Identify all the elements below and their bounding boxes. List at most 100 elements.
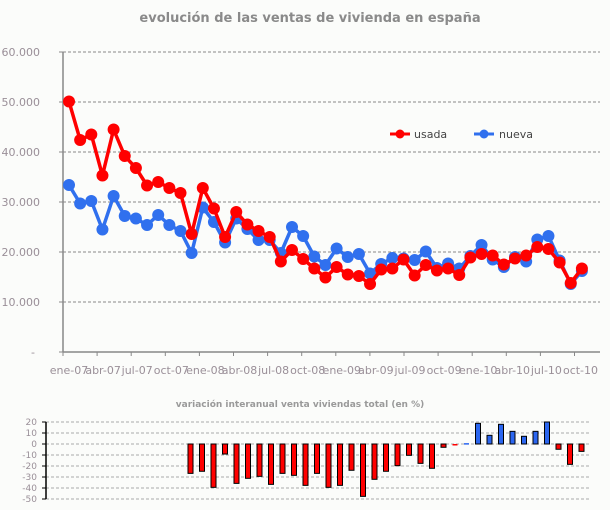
x-tick-label: oct-08 (290, 364, 325, 377)
y-tick-label: 40.000 (2, 146, 41, 159)
data-point-usada (207, 202, 220, 215)
bar-chart-title: variación interanual venta viviendas tot… (176, 399, 424, 410)
x-tick-label: ene-10 (459, 364, 497, 377)
x-tick-label: abr-10 (495, 364, 531, 377)
bar (360, 443, 366, 497)
y-tick-label: 10.000 (2, 296, 41, 309)
data-point-usada (96, 169, 109, 182)
data-point-usada (252, 225, 265, 237)
legend-label-nueva: nueva (499, 128, 533, 141)
data-point-usada (575, 262, 588, 275)
y-tick-label: 60.000 (2, 46, 41, 59)
y-tick-label: 20.000 (2, 246, 41, 259)
data-point-nueva (419, 245, 432, 258)
bar (279, 443, 286, 474)
bar (452, 444, 458, 446)
data-point-nueva (85, 195, 98, 207)
data-point-usada (341, 268, 354, 281)
data-point-nueva (330, 242, 343, 255)
legend-marker-nueva (479, 129, 489, 139)
x-tick-label: abr-09 (358, 364, 394, 377)
bar (521, 435, 527, 445)
data-point-usada (174, 187, 187, 199)
legend-marker-usada (395, 129, 405, 139)
data-point-nueva (297, 230, 310, 242)
data-point-nueva (308, 250, 321, 263)
data-point-usada (152, 176, 165, 188)
data-point-usada (319, 271, 332, 284)
legend-item-nueva: nueva (474, 128, 533, 141)
data-point-nueva (174, 225, 187, 237)
y-tick-label: 30.000 (2, 196, 41, 209)
data-point-usada (497, 258, 510, 271)
data-point-nueva (475, 239, 488, 251)
bar (325, 443, 332, 488)
bar (268, 443, 274, 485)
x-tick-label: ene-09 (323, 364, 361, 377)
bar (222, 443, 228, 455)
x-tick-label: ene-08 (186, 364, 224, 377)
data-point-usada (553, 256, 566, 269)
data-point-usada (330, 261, 343, 273)
bar (337, 443, 343, 486)
data-point-usada (163, 182, 176, 194)
data-point-usada (241, 218, 254, 231)
data-point-usada (419, 259, 432, 271)
bar (498, 423, 504, 445)
bar (348, 443, 355, 471)
data-point-nueva (96, 223, 109, 236)
bar-y-tick-label: -20 (22, 462, 37, 472)
data-point-usada (196, 182, 209, 194)
data-point-usada (397, 253, 410, 266)
data-point-usada (263, 231, 276, 243)
x-tick-label: oct-10 (563, 364, 598, 377)
data-point-nueva (107, 190, 120, 202)
x-tick-label: jul-09 (393, 364, 425, 377)
data-point-usada (475, 248, 488, 260)
data-point-usada (141, 179, 154, 192)
data-point-usada (430, 264, 443, 277)
bar (187, 443, 194, 474)
bar-y-tick-label: -50 (22, 495, 37, 505)
x-tick-label: jul-08 (257, 364, 289, 377)
data-point-usada (520, 249, 533, 262)
bar (464, 443, 469, 445)
main-chart-title: evolución de las ventas de vivienda en e… (139, 11, 480, 26)
data-point-usada (297, 253, 310, 265)
bar (302, 443, 309, 486)
data-point-nueva (141, 219, 154, 231)
bar-series (187, 421, 585, 497)
data-point-nueva (163, 219, 176, 231)
bar-y-tick-label: -30 (22, 473, 37, 483)
data-point-usada (408, 269, 421, 282)
bar-y-tick-label: 10 (26, 429, 38, 439)
data-point-usada (286, 244, 298, 256)
data-point-nueva (352, 248, 365, 260)
data-point-usada (386, 262, 399, 275)
x-tick-label: jul-07 (121, 364, 153, 377)
bar (256, 443, 263, 477)
bar (406, 443, 412, 456)
series-usada (63, 95, 588, 290)
data-point-usada (63, 95, 75, 108)
data-point-usada (352, 270, 365, 282)
data-point-usada (85, 128, 98, 141)
data-point-nueva (341, 251, 354, 263)
legend-label-usada: usada (414, 128, 447, 141)
bar (394, 443, 401, 467)
x-tick-label: oct-09 (427, 364, 462, 377)
bar (233, 443, 240, 484)
bar (544, 421, 550, 445)
data-point-usada (464, 251, 477, 264)
data-point-nueva (185, 247, 198, 259)
bar (371, 443, 378, 480)
x-tick-label: abr-08 (222, 364, 258, 377)
legend-item-usada: usada (390, 128, 447, 141)
data-point-usada (564, 277, 577, 289)
data-point-usada (185, 228, 198, 240)
x-tick-label: jul-10 (530, 364, 562, 377)
bar (509, 430, 516, 445)
bar (245, 443, 251, 479)
data-point-usada (364, 278, 377, 290)
